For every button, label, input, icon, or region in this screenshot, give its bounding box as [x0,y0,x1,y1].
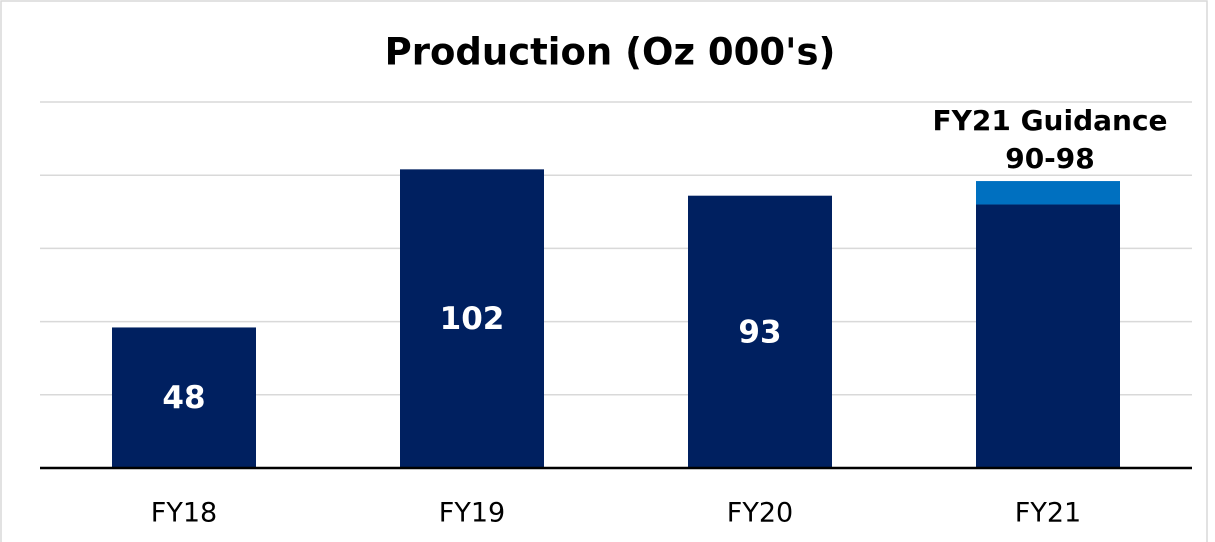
bar [688,195,832,469]
data-label: 93 [738,314,781,350]
chart-title: Production (Oz 000's) [385,31,836,74]
x-tick-label: FY21 [1015,498,1081,529]
bar [112,327,256,468]
data-label: 102 [440,301,505,337]
bar [400,169,544,468]
x-tick-label: FY19 [439,498,505,529]
x-tick-label: FY18 [151,498,217,529]
annotation: 90-98 [1005,142,1095,175]
x-tick-label: FY20 [727,498,793,529]
annotation: FY21 Guidance [932,104,1167,137]
bar [976,181,1120,205]
data-label: 48 [162,380,205,416]
bar [976,204,1120,469]
